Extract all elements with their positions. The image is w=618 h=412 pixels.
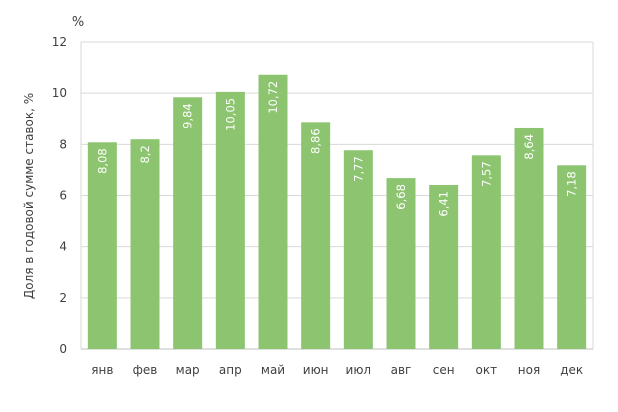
- data-labels: 8,08 8,2 9,84 10,05 10,72 8,86 7,77 6,68 6,41 7,5…: [95, 81, 578, 217]
- gridlines: [80, 41, 594, 350]
- bar: [173, 97, 203, 349]
- x-tick-label: мар: [176, 363, 200, 377]
- bar: [386, 178, 416, 349]
- bar: [429, 185, 459, 349]
- data-label: 7,57: [479, 161, 493, 187]
- y-tick-label: 6: [59, 189, 67, 203]
- bar: [130, 139, 160, 349]
- y-tick-label: 4: [59, 240, 67, 254]
- bar: [557, 165, 587, 349]
- x-tick-label: май: [261, 363, 285, 377]
- bar: [343, 150, 373, 349]
- bars: [87, 74, 587, 350]
- bar: [514, 127, 544, 350]
- x-tick-label: янв: [91, 363, 113, 377]
- x-tick-label: сен: [433, 363, 455, 377]
- data-label: 10,05: [223, 98, 237, 131]
- bar: [258, 74, 288, 349]
- x-tick-label: апр: [219, 363, 242, 377]
- bar: [87, 142, 117, 349]
- data-label: 9,84: [181, 103, 195, 129]
- y-tick-label: 2: [59, 291, 67, 305]
- x-tick-label: дек: [560, 363, 583, 377]
- data-label: 8,64: [522, 134, 536, 160]
- unit-label: %: [72, 15, 84, 30]
- data-label: 10,72: [266, 81, 280, 114]
- data-label: 7,77: [351, 156, 365, 182]
- x-tick-label: июл: [346, 363, 372, 377]
- data-label: 6,41: [437, 191, 451, 217]
- y-tick-label: 0: [59, 342, 67, 356]
- data-label: 7,18: [565, 171, 579, 197]
- y-tick-label: 10: [52, 86, 67, 100]
- data-label: 8,2: [138, 145, 152, 163]
- x-tick-label: авг: [391, 363, 412, 377]
- x-tick-label: фев: [133, 363, 158, 377]
- bar: [215, 91, 245, 349]
- x-tick-labels: янв фев мар апр май июн июл авг сен окт ноя дек: [91, 363, 583, 377]
- x-tick-label: июн: [303, 363, 329, 377]
- y-tick-labels: 0 2 4 6 8 10 12: [52, 35, 67, 356]
- x-tick-label: ноя: [518, 363, 540, 377]
- data-label: 8,08: [95, 148, 109, 174]
- y-tick-label: 12: [52, 35, 67, 49]
- bar: [301, 122, 331, 349]
- data-label: 8,86: [309, 128, 323, 154]
- x-tick-label: окт: [476, 363, 498, 377]
- y-tick-label: 8: [59, 137, 67, 151]
- y-axis-title: Доля в годовой сумме ставок, %: [22, 93, 36, 299]
- bar: [471, 155, 501, 349]
- data-label: 6,68: [394, 184, 408, 210]
